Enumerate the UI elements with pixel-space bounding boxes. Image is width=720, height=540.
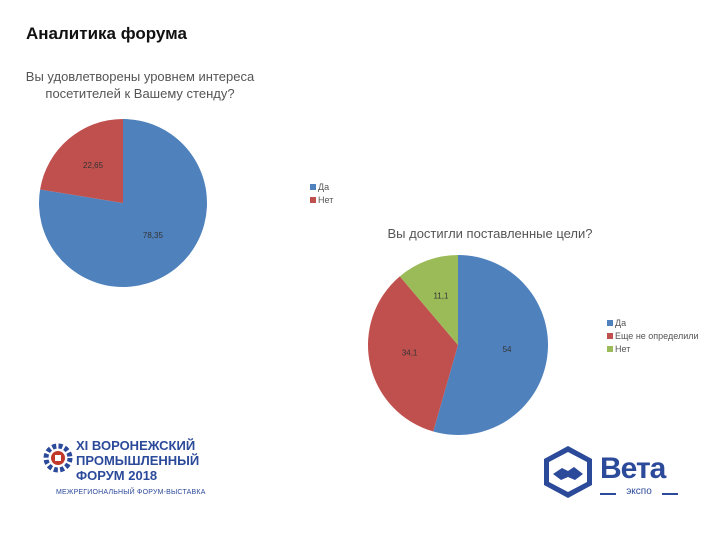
pie2-label-1: 34,1 bbox=[402, 348, 418, 357]
veta-logo-subtitle: экспо bbox=[626, 486, 652, 497]
legend1-label-yes: Да bbox=[318, 181, 330, 192]
pie1-slice-1 bbox=[40, 119, 124, 203]
legend2-swatch-undecided bbox=[607, 332, 613, 339]
legend2-item-no: Нет bbox=[607, 342, 699, 355]
chart1-legend: Да Нет bbox=[310, 180, 333, 206]
legend1-item-yes: Да bbox=[310, 180, 333, 193]
chart1-title-line2: посетителей к Вашему стенду? bbox=[45, 86, 235, 101]
forum-logo-line3: ФОРУМ 2018 bbox=[76, 468, 158, 483]
veta-logo-name: Вета bbox=[600, 452, 666, 485]
pie2-label-0: 54 bbox=[503, 345, 512, 354]
chart1-title: Вы удовлетворены уровнем интереса посети… bbox=[0, 68, 280, 102]
veta-line-left bbox=[600, 493, 616, 495]
pie-chart-1: 78,35 22,65 bbox=[39, 119, 208, 287]
pie-chart-2: 54 34,1 11,1 bbox=[368, 255, 549, 435]
pie1-label-0: 78,35 bbox=[143, 231, 164, 240]
legend2-label-undecided: Еще не определили bbox=[615, 330, 699, 341]
legend2-item-yes: Да bbox=[607, 316, 699, 329]
forum-logo-line2: ПРОМЫШЛЕННЫЙ bbox=[76, 453, 200, 468]
forum-logo: XI ВОРОНЕЖСКИЙ ПРОМЫШЛЕННЫЙ ФОРУМ 2018 М… bbox=[42, 436, 207, 501]
chart2-legend: Да Еще не определили Нет bbox=[607, 316, 699, 355]
pie1-slice-0 bbox=[39, 119, 208, 287]
veta-logo: Вета экспо bbox=[540, 444, 690, 504]
legend2-label-yes: Да bbox=[615, 317, 627, 328]
legend1-swatch-no bbox=[310, 196, 316, 203]
page-title: Аналитика форума bbox=[26, 24, 187, 43]
legend2-item-undecided: Еще не определили bbox=[607, 329, 699, 342]
forum-logo-text: XI ВОРОНЕЖСКИЙ ПРОМЫШЛЕННЫЙ ФОРУМ 2018 bbox=[76, 438, 199, 483]
forum-logo-line1: XI ВОРОНЕЖСКИЙ bbox=[76, 438, 196, 453]
pie2-slice-1 bbox=[368, 276, 458, 432]
pie2-slice-0 bbox=[433, 255, 549, 435]
legend1-label-no: Нет bbox=[318, 194, 334, 205]
handshake-icon bbox=[544, 446, 592, 498]
pie2-label-2: 11,1 bbox=[433, 292, 449, 301]
legend1-item-no: Нет bbox=[310, 193, 333, 206]
veta-line-right bbox=[662, 493, 678, 495]
legend1-swatch-yes bbox=[310, 183, 316, 190]
forum-logo-subtitle: МЕЖРЕГИОНАЛЬНЫЙ ФОРУМ-ВЫСТАВКА bbox=[56, 489, 206, 496]
legend2-swatch-no bbox=[607, 345, 613, 352]
pie1-label-1: 22,65 bbox=[83, 161, 104, 170]
gear-icon bbox=[43, 443, 73, 473]
legend2-label-no: Нет bbox=[615, 343, 631, 354]
legend2-swatch-yes bbox=[607, 319, 613, 326]
pie2-slice-2 bbox=[399, 255, 458, 345]
chart2-title: Вы достигли поставленные цели? bbox=[387, 226, 593, 241]
chart1-title-line1: Вы удовлетворены уровнем интереса bbox=[25, 69, 255, 84]
